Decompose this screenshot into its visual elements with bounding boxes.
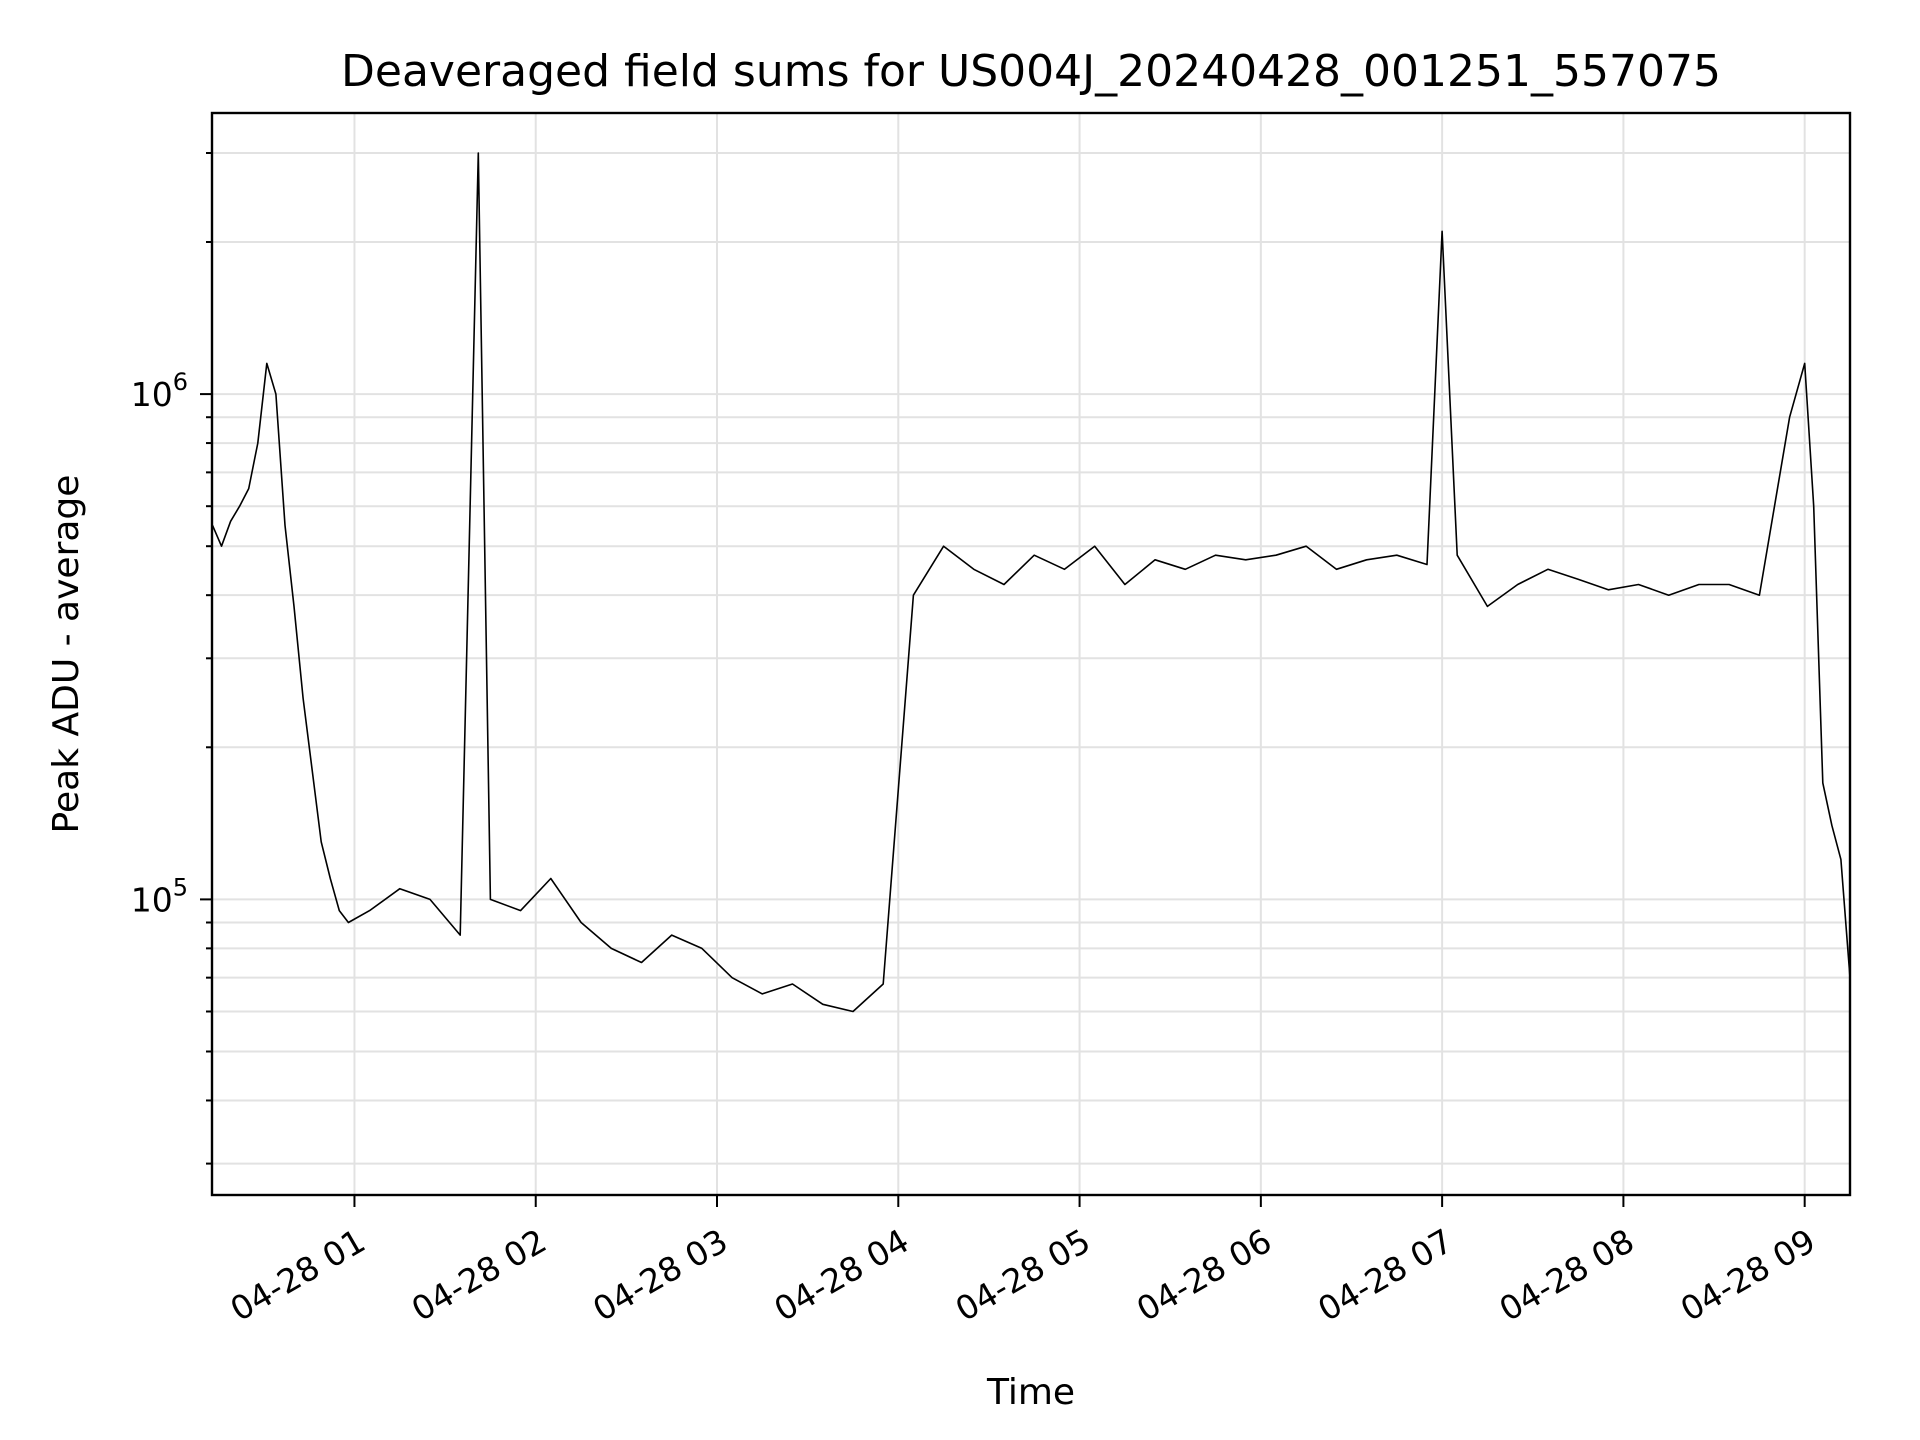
y-tick-label: 106 — [131, 368, 188, 414]
x-axis-label: Time — [986, 1372, 1075, 1413]
y-axis-label: Peak ADU - average — [46, 475, 87, 834]
y-tick-label-exponent: 6 — [173, 368, 188, 396]
y-tick-label-base: 10 — [131, 375, 173, 414]
y-tick-label-exponent: 5 — [173, 873, 188, 901]
series-line — [211, 152, 1851, 1013]
y-tick-label-base: 10 — [131, 880, 173, 919]
plot-frame — [210, 111, 1852, 1197]
series-line-path — [211, 152, 1851, 1013]
chart-title: Deaveraged field sums for US004J_2024042… — [341, 46, 1721, 97]
y-tick-label: 105 — [131, 873, 188, 919]
